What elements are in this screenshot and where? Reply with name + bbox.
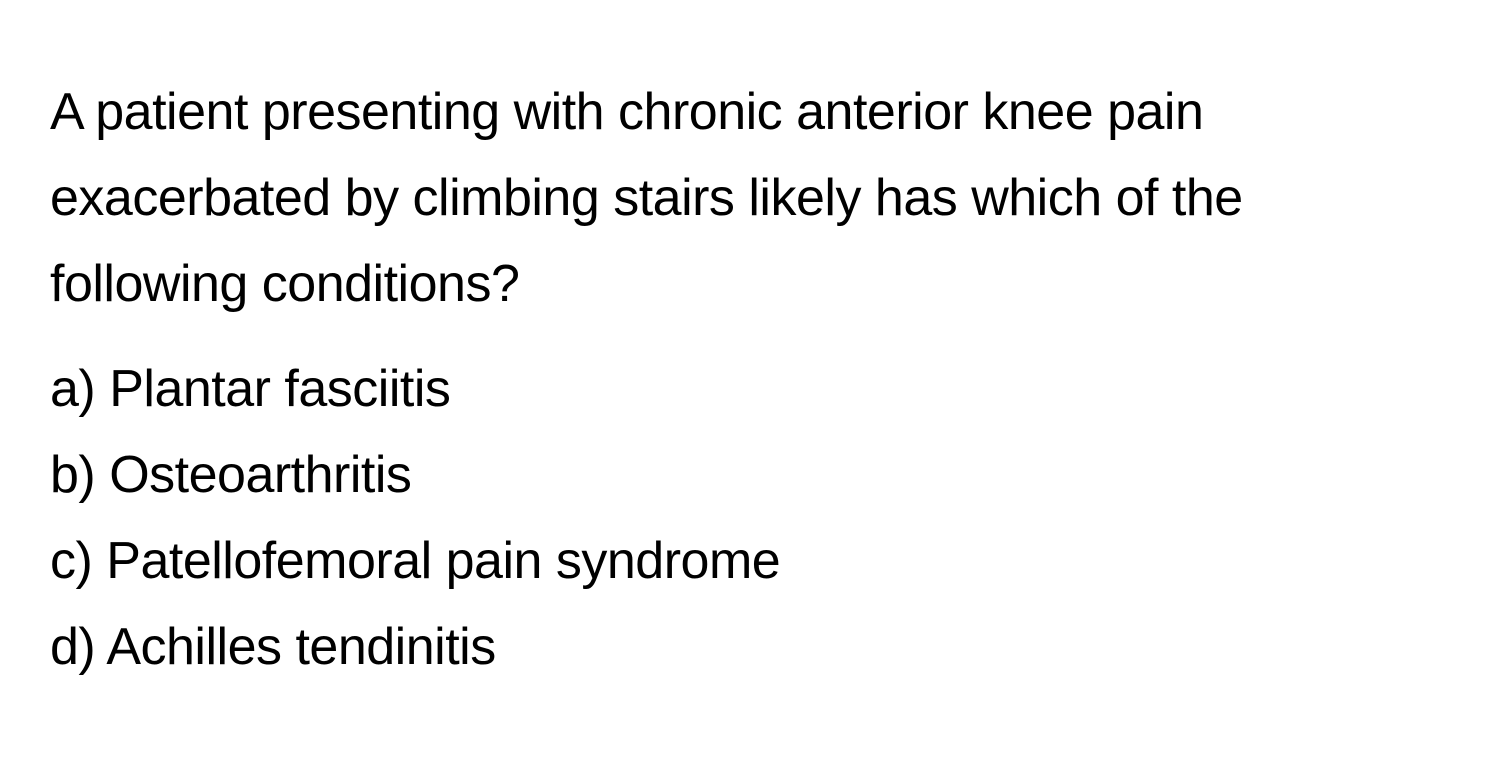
option-letter: d) bbox=[50, 618, 95, 676]
option-text: Achilles tendinitis bbox=[106, 618, 495, 676]
question-stem: A patient presenting with chronic anteri… bbox=[50, 70, 1450, 327]
option-text: Osteoarthritis bbox=[109, 446, 411, 504]
option-letter: c) bbox=[50, 532, 92, 590]
option-text: Patellofemoral pain syndrome bbox=[106, 532, 780, 590]
option-letter: b) bbox=[50, 446, 95, 504]
option-text: Plantar fasciitis bbox=[109, 360, 450, 418]
option-d: d) Achilles tendinitis bbox=[50, 605, 1450, 691]
option-c: c) Patellofemoral pain syndrome bbox=[50, 519, 1450, 605]
option-letter: a) bbox=[50, 360, 95, 418]
options-list: a) Plantar fasciitis b) Osteoarthritis c… bbox=[50, 347, 1450, 690]
option-b: b) Osteoarthritis bbox=[50, 433, 1450, 519]
option-a: a) Plantar fasciitis bbox=[50, 347, 1450, 433]
